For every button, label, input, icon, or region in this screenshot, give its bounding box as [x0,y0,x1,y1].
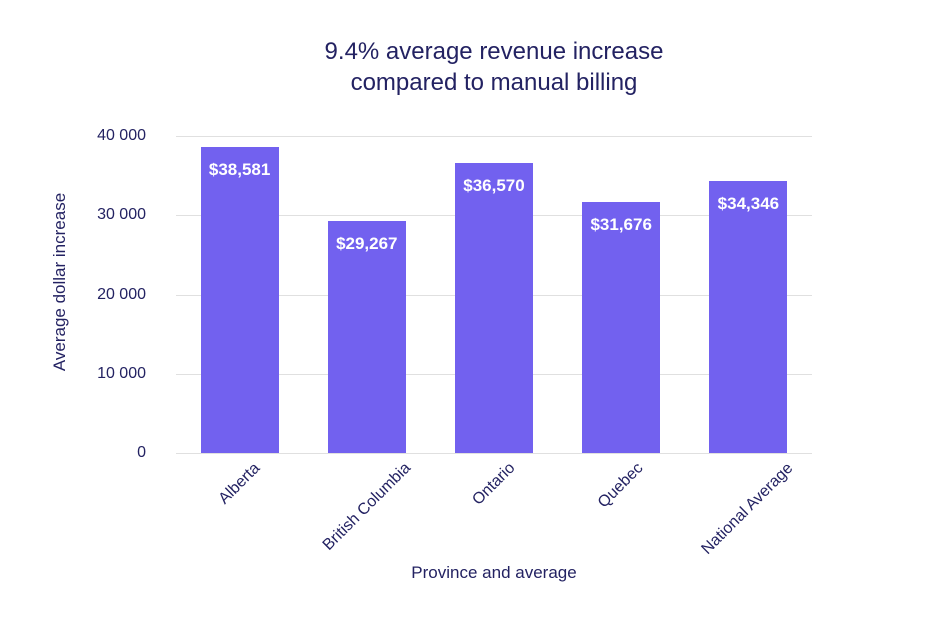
bar-value-label: $38,581 [208,160,271,180]
bar-value-label: $34,346 [717,193,780,213]
y-tick-label: 0 [137,444,146,461]
x-category-label: Alberta [215,459,264,508]
y-tick-label: 10 000 [97,364,146,382]
chart-title-line-1: 9.4% average revenue increase [324,38,664,65]
bar-value-label: $31,676 [590,214,652,234]
bar-alberta: $38,581 [200,147,279,453]
chart-title: 9.4% average revenue increase compared t… [176,36,812,98]
y-tick-label: 30 000 [97,206,146,224]
bar-ontario: $36,570 [455,163,533,453]
chart-title-line-2: compared to manual billing [350,69,638,96]
x-axis-ticks: Alberta British Columbia Ontario Quebec Nati… [176,459,812,576]
x-category-label: Quebec [595,459,647,512]
bar-value-label: $29,267 [336,234,398,254]
bar-value-label: $36,570 [463,176,525,196]
bar-quebec: $31,676 [582,201,661,453]
x-category-label: National Average [698,459,797,558]
y-tick-label: 40 000 [97,127,146,144]
x-category-label: Ontario [469,459,519,509]
x-axis-title: Province and average [411,563,577,582]
bar-national-average: $34,346 [709,180,788,453]
gridline [176,453,812,454]
bar-british-columbia: $29,267 [327,221,406,453]
y-axis-ticks: 40 000 30 000 20 000 10 000 0 [0,127,146,461]
y-tick-label: 20 000 [97,285,146,303]
x-category-label: British Columbia [319,459,414,554]
plot-area: $38,581 $29,267 $36,570 $31,676 $34,346 [176,136,812,454]
gridline [176,136,812,137]
